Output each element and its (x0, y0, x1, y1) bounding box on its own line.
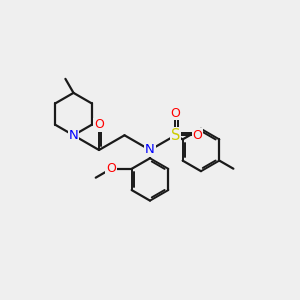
Text: O: O (193, 129, 202, 142)
Text: O: O (94, 118, 104, 131)
Text: O: O (106, 162, 116, 175)
Text: N: N (69, 129, 78, 142)
Text: S: S (171, 128, 180, 143)
Text: O: O (171, 107, 180, 120)
Text: N: N (145, 143, 155, 157)
